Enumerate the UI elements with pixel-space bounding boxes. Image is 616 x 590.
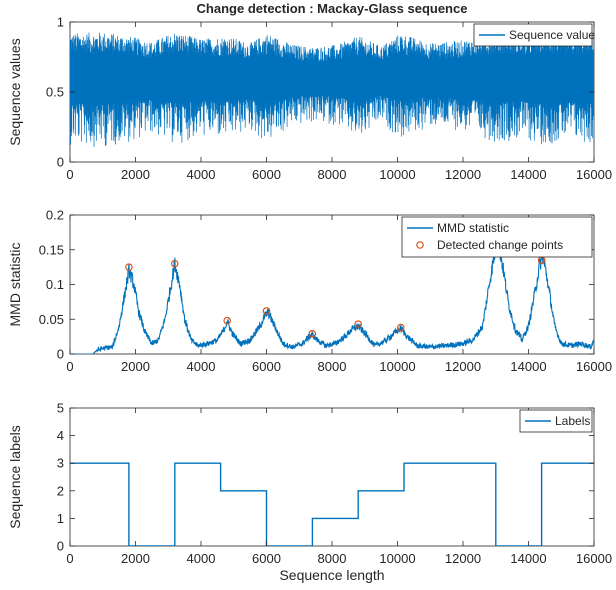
- y-tick-label: 2: [57, 483, 64, 498]
- panels: 0 2000 4000 6000 8000 10000 12000 14000 1600000.…: [7, 15, 612, 584]
- legend-box: [519, 409, 593, 433]
- y-tick-label: 0.1: [46, 277, 64, 292]
- y-tick-label: 1: [57, 15, 64, 30]
- y-axis-label: MMD statistic: [7, 243, 23, 327]
- y-tick-label: 0: [57, 347, 64, 362]
- x-tick-label: 4000: [187, 551, 216, 566]
- y-tick-label: 0: [57, 539, 64, 554]
- change-point-marker: [262, 307, 271, 315]
- change-point-marker: [125, 263, 133, 271]
- chart-3: 0 2000 4000 6000 8000 10000 12000 14000 16000 0 1 2…: [7, 401, 612, 584]
- x-tick-label: 0: [66, 551, 73, 566]
- change-point-marker: [171, 259, 179, 268]
- y-tick-label: 0.2: [46, 208, 64, 223]
- x-tick-label: 16000: [576, 359, 612, 374]
- change-point-marker: [308, 330, 317, 338]
- x-tick-label: 16000: [576, 167, 612, 182]
- x-tick-label: 16000: [576, 551, 612, 566]
- series-line-1: [70, 462, 594, 546]
- y-tick-label: 4: [57, 428, 64, 443]
- figure-title: Change detection : Mackay-Glass sequence: [197, 1, 468, 16]
- x-tick-label: 8000: [318, 359, 347, 374]
- chart-1: 0 2000 4000 6000 8000 10000 12000 14000 16000 0 0.…: [7, 15, 612, 183]
- x-tick-label: 12000: [445, 167, 481, 182]
- legend: Labels: [519, 409, 593, 433]
- x-tick-label: 6000: [252, 167, 281, 182]
- x-tick-label: 8000: [318, 551, 347, 566]
- x-tick-label: 2000: [121, 167, 150, 182]
- x-tick-label: 10000: [379, 167, 415, 182]
- legend-box: [401, 216, 593, 258]
- x-tick-label: 2000: [121, 551, 150, 566]
- series-line-1: [70, 32, 594, 148]
- change-point-marker: [396, 323, 405, 332]
- y-tick-label: 1: [57, 511, 64, 526]
- y-tick-label: 5: [57, 401, 64, 416]
- plot-area: [70, 32, 594, 148]
- x-tick-label: 4000: [187, 359, 216, 374]
- x-tick-label: 6000: [252, 551, 281, 566]
- x-tick-label: 0: [66, 167, 73, 182]
- y-axis-label: Sequence labels: [7, 425, 23, 529]
- chart-2: 0 2000 4000 6000 8000 10000 12000 14000 16000 0 0.…: [7, 208, 612, 375]
- y-tick-label: 3: [57, 456, 64, 471]
- y-tick-label: 0.05: [39, 312, 64, 327]
- y-axis-label: Sequence values: [7, 38, 23, 145]
- legend-entry: Labels: [555, 414, 590, 428]
- plot-area: [70, 462, 594, 546]
- y-tick-label: 0.15: [39, 242, 64, 257]
- change-point-marker: [223, 316, 232, 325]
- legend: MMD statistic Detected change points: [401, 216, 593, 258]
- x-tick-label: 14000: [510, 551, 546, 566]
- x-tick-label: 2000: [121, 359, 150, 374]
- axes-box: [69, 407, 595, 547]
- legend: Sequence value: [473, 23, 595, 47]
- y-tick-label: 0: [57, 155, 64, 170]
- x-tick-label: 6000: [252, 359, 281, 374]
- plot-area: [70, 235, 594, 354]
- x-axis-label: Sequence length: [279, 567, 384, 583]
- x-tick-label: 12000: [445, 359, 481, 374]
- legend-entry: MMD statistic: [437, 221, 509, 235]
- series-line-1: [70, 242, 594, 354]
- y-tick-label: 0.5: [46, 85, 64, 100]
- x-tick-label: 4000: [187, 167, 216, 182]
- legend-marker: [416, 241, 424, 249]
- legend-entry: Detected change points: [437, 238, 563, 252]
- legend-box: [473, 23, 593, 47]
- legend-entry: Sequence value: [509, 28, 595, 42]
- x-tick-label: 12000: [445, 551, 481, 566]
- x-tick-label: 14000: [510, 359, 546, 374]
- x-tick-label: 0: [66, 359, 73, 374]
- x-tick-label: 10000: [379, 359, 415, 374]
- x-tick-label: 10000: [379, 551, 415, 566]
- x-tick-label: 14000: [510, 167, 546, 182]
- change-point-marker: [354, 320, 363, 328]
- x-tick-label: 8000: [318, 167, 347, 182]
